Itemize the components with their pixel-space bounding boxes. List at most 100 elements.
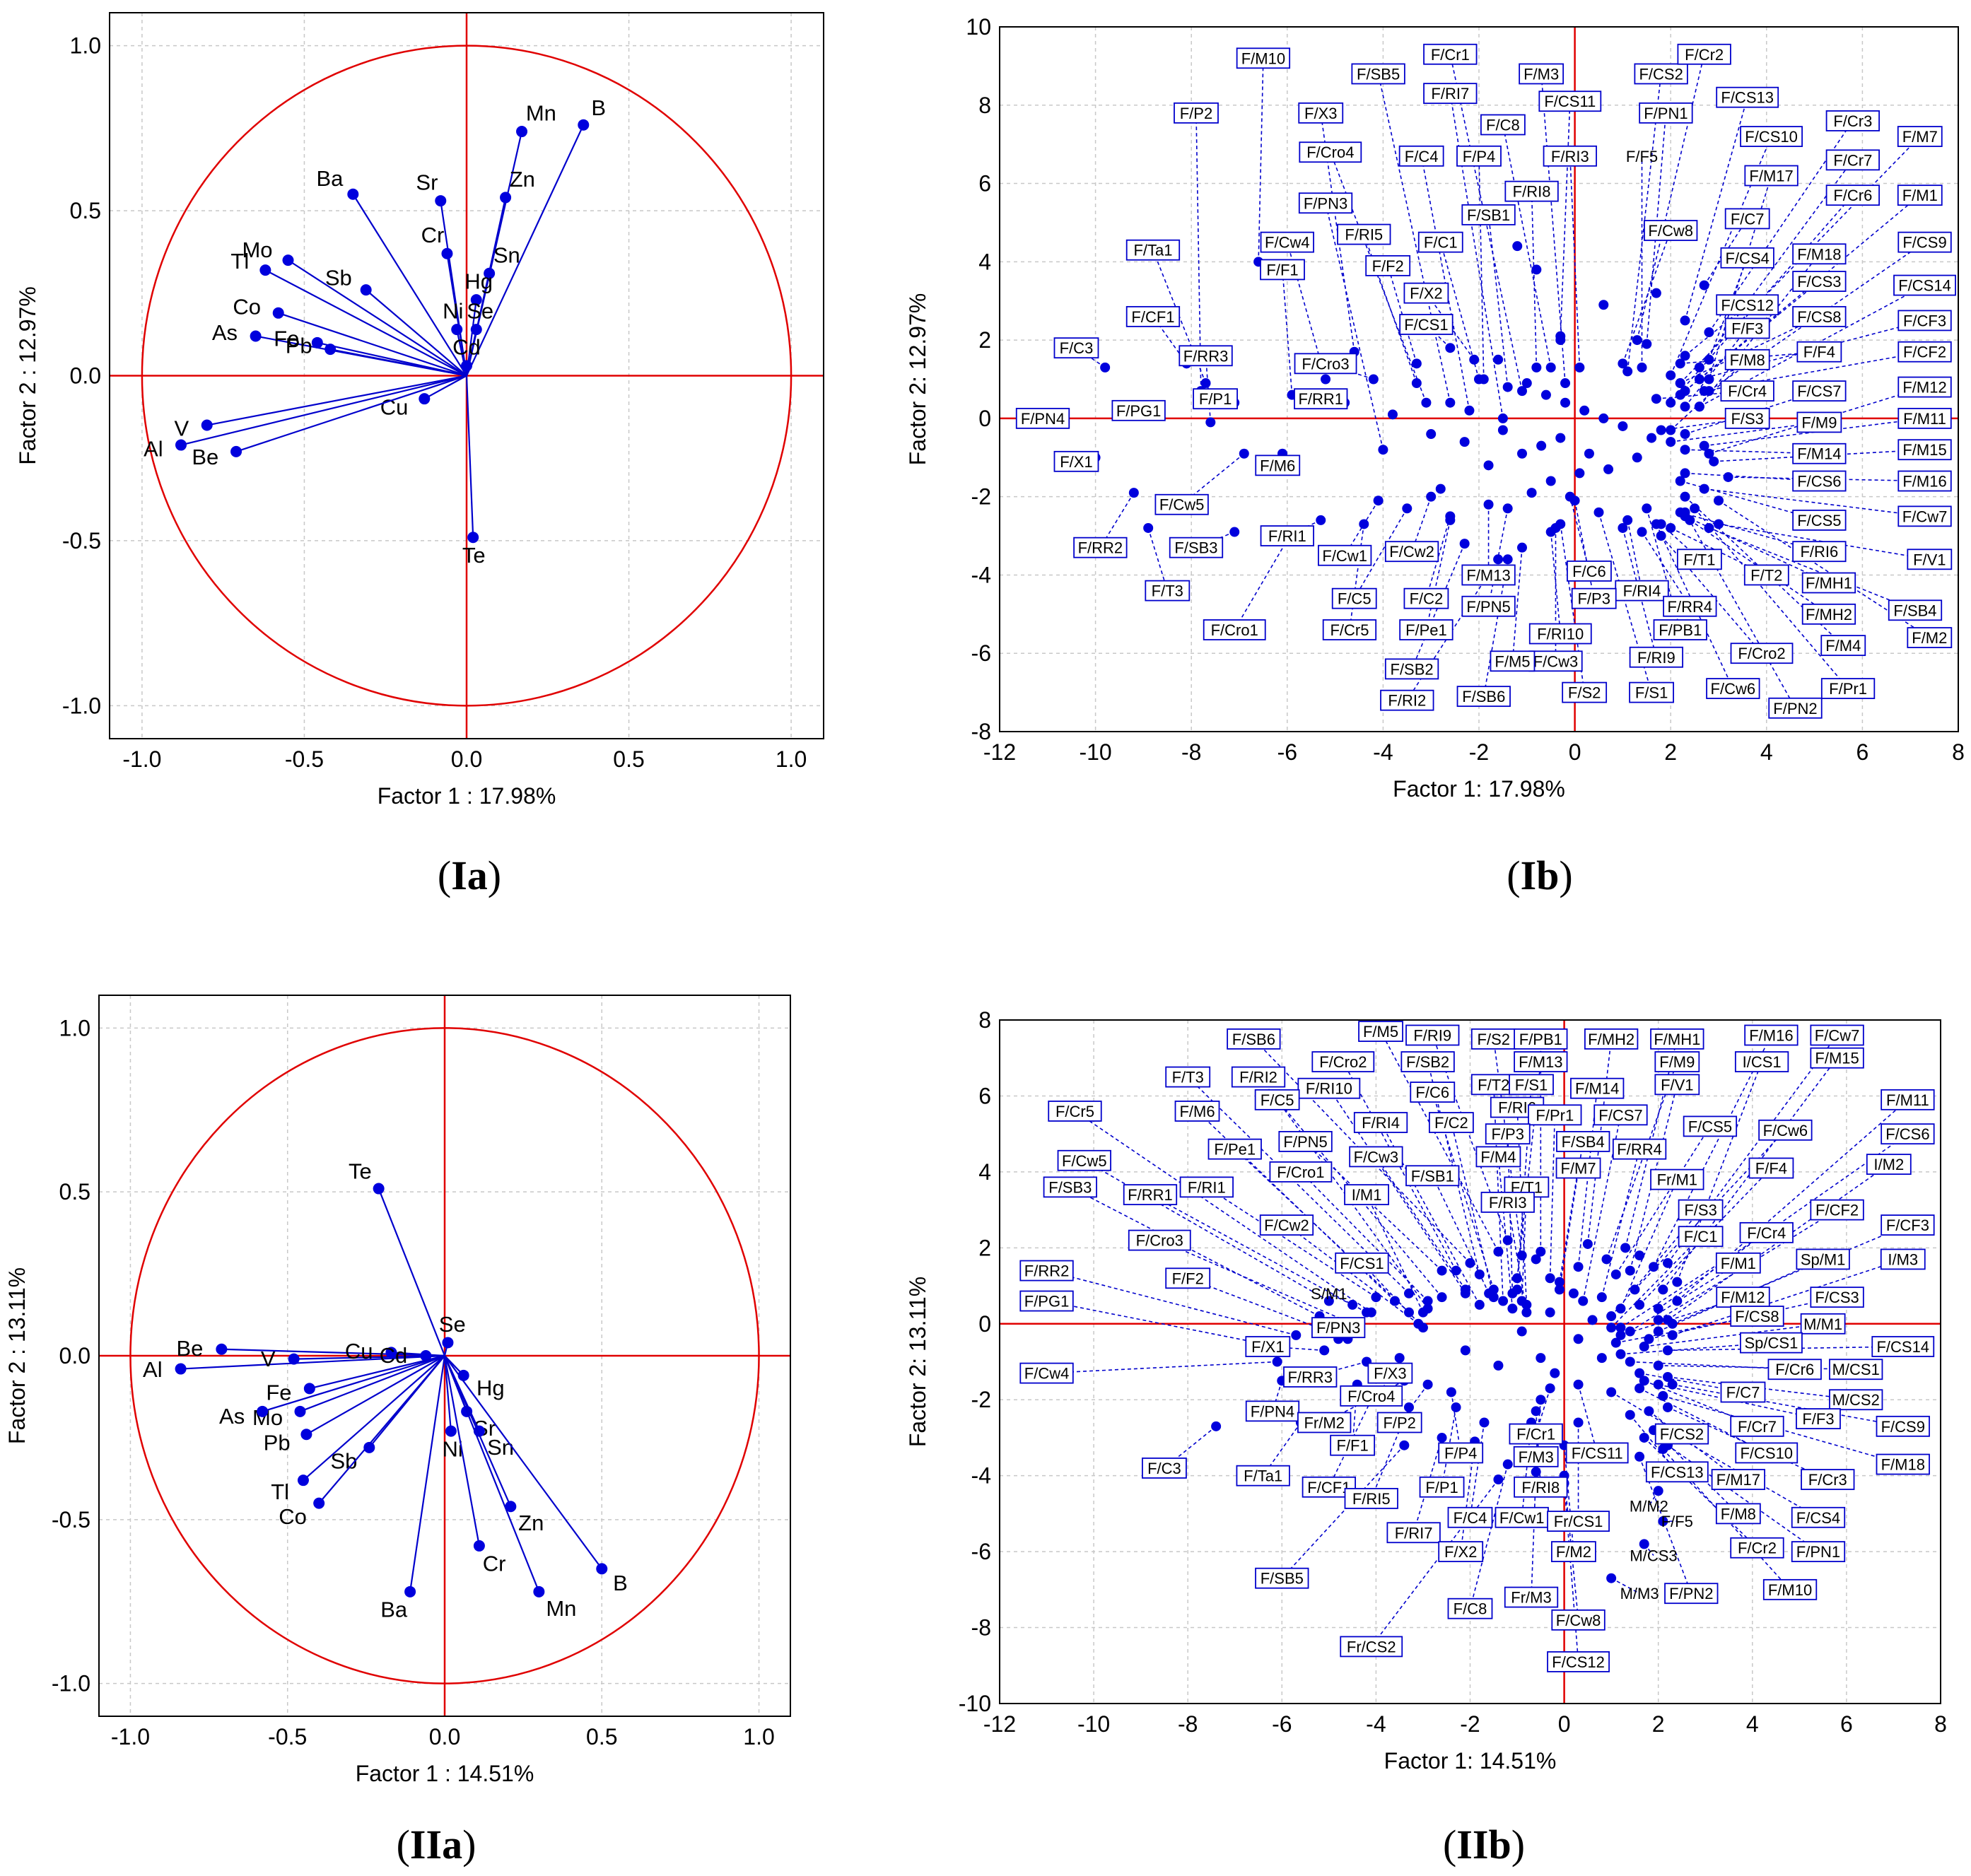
observation-f-m14: F/M14: [1792, 442, 1847, 464]
leader-line: [1432, 1035, 1509, 1241]
observation-i-cs1: I/CS1: [1734, 1051, 1789, 1072]
score-point-f-sb4: [1704, 522, 1714, 533]
loading-vector: [264, 269, 467, 377]
loading-point: [441, 247, 453, 259]
observation-label: F/Pe1: [1405, 621, 1447, 639]
leader-line: [1685, 472, 1820, 482]
leader-line: [1641, 532, 1690, 607]
score-point-f-cro2: [1656, 531, 1666, 541]
caption-open-paren: (: [397, 1822, 410, 1868]
leader-line: [1375, 1156, 1466, 1290]
observation-label-box: [1073, 537, 1128, 558]
observation-label: F/CS3: [1815, 1289, 1859, 1306]
panel-caption: (Ia): [438, 852, 501, 898]
observation-f-pg1: F/PG1: [1111, 399, 1166, 421]
observation-f-ri5: F/RI5: [1337, 223, 1391, 245]
y-tick-label: 6: [978, 171, 991, 197]
variable-label: Cd: [380, 1343, 408, 1368]
observation-f-v1: F/V1: [1654, 1074, 1700, 1096]
score-point-f-cs10: [1634, 1383, 1645, 1394]
observation-label: Fr/CS1: [1554, 1513, 1603, 1530]
observation-label-box: [1644, 220, 1698, 241]
y-tick-label: 8: [978, 1007, 991, 1033]
observation-f-f5: F/F5: [1626, 148, 1658, 165]
observation-label: F/Cro4: [1347, 1388, 1395, 1405]
observation-f-cro4: F/Cro4: [1299, 141, 1362, 163]
variable-cd: Cd: [380, 1343, 445, 1368]
x-tick-label: 0.0: [429, 1724, 460, 1749]
observation-label-box: [1716, 86, 1779, 108]
observation-label-box: [1528, 650, 1583, 672]
observation-f-cr1: F/Cr1: [1509, 1423, 1563, 1445]
observation-f-cr7: F/Cr7: [1825, 149, 1880, 171]
score-point-f-m13: [1483, 499, 1494, 510]
observation-label-box: [1179, 1176, 1234, 1198]
observation-label-box: [1461, 204, 1516, 225]
observation-label-box: [1820, 635, 1866, 657]
score-point-f-cf2: [1653, 1315, 1663, 1325]
observation-f-pn1: F/PN1: [1639, 102, 1693, 124]
observation-label: F/M14: [1575, 1080, 1619, 1098]
loading-vector: [443, 1355, 452, 1431]
observation-label-box: [1145, 580, 1191, 602]
score-point-f-cs11: [1573, 1379, 1584, 1390]
leader-line: [1234, 532, 1293, 631]
observation-f-p3: F/P3: [1485, 1123, 1531, 1145]
leader-line: [1147, 527, 1169, 591]
loading-point: [303, 1383, 315, 1395]
y-tick-label: -1.0: [62, 693, 101, 718]
observation-label: F/CS9: [1902, 234, 1946, 252]
score-point: [1573, 1334, 1584, 1344]
observation-label-box: [1678, 1199, 1724, 1221]
score-point: [1584, 448, 1594, 459]
score-point-f-cs8: [1610, 1337, 1621, 1348]
leader-line: [1663, 1395, 1903, 1465]
score-point-f-rr2: [1128, 488, 1139, 498]
observation-label: F/Cw2: [1264, 1217, 1309, 1234]
observation-f-cro1: F/Cro1: [1203, 619, 1266, 640]
observation-f-pb1: F/PB1: [1653, 619, 1707, 640]
leader-line: [1482, 559, 1509, 697]
score-point-f-cs14: [1663, 1345, 1673, 1356]
score-point-f-f5: [1637, 362, 1647, 373]
observation-f-ri9: F/RI9: [1405, 1024, 1460, 1046]
variable-label: Al: [143, 1357, 163, 1382]
x-tick-label: 0: [1558, 1711, 1571, 1737]
loading-vector: [309, 1354, 445, 1390]
observation-f-ri6: F/RI6: [1792, 541, 1847, 563]
observation-label: F/M2: [1556, 1543, 1591, 1561]
loading-point: [175, 1363, 187, 1375]
loading-vector: [329, 348, 467, 377]
observation-label: F/M4: [1480, 1148, 1516, 1166]
x-tick-label: 8: [1934, 1711, 1947, 1737]
observation-label: F/Cro3: [1136, 1232, 1183, 1250]
score-point-fr-m1: [1615, 1303, 1626, 1314]
score-point-f-c5: [1402, 503, 1413, 514]
observation-label-box: [1255, 455, 1301, 476]
observation-label: F/C7: [1726, 1383, 1760, 1401]
caption-label: Ia: [451, 852, 488, 898]
observation-f-cf2: F/CF2: [1810, 1199, 1864, 1221]
observation-label: F/SB4: [1562, 1133, 1605, 1151]
observation-label-box: [1820, 678, 1876, 699]
observation-label: F/CF2: [1815, 1202, 1859, 1219]
score-point-f-sb6: [1465, 1257, 1475, 1268]
observation-f-cw5: F/Cw5: [1154, 493, 1209, 515]
observation-label-box: [1470, 1074, 1516, 1096]
observation-f-c5: F/C5: [1331, 587, 1377, 609]
observation-label: F/MH2: [1588, 1031, 1634, 1048]
observation-label: F/CS5: [1797, 512, 1841, 529]
score-point-f-ri4: [1474, 1299, 1485, 1310]
observation-f-sb5: F/SB5: [1255, 1567, 1309, 1589]
score-point-f-x3: [1394, 1353, 1405, 1364]
observation-label-box: [1893, 274, 1956, 296]
observation-f-m3: F/M3: [1519, 63, 1564, 85]
observation-i-m2: I/M2: [1866, 1154, 1912, 1176]
observation-f-cw8: F/Cw8: [1551, 1609, 1606, 1631]
score-point: [1555, 433, 1566, 443]
observation-label-box: [1897, 126, 1943, 147]
observation-f-p1: F/P1: [1419, 1476, 1465, 1498]
observation-f-ta1: F/Ta1: [1236, 1465, 1290, 1487]
score-point-f-sb1: [1484, 1288, 1495, 1298]
score-point-f-ri8: [1531, 362, 1542, 373]
